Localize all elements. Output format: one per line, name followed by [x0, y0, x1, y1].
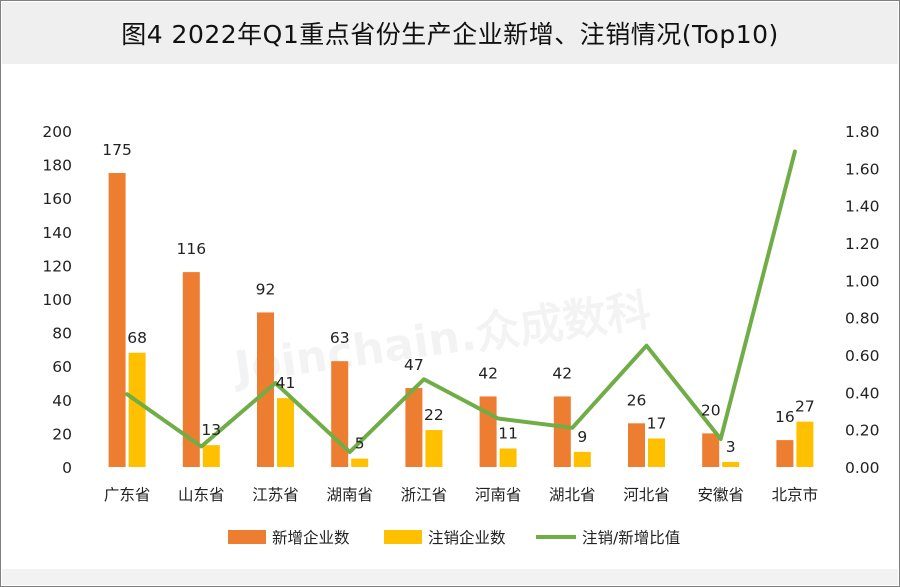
category-label: 浙江省 — [401, 486, 448, 504]
category-label: 山东省 — [178, 486, 225, 504]
right-axis-tick-label: 1.20 — [845, 235, 880, 253]
chart-title: 图4 2022年Q1重点省份生产企业新增、注销情况(Top10) — [121, 20, 779, 49]
right-axis-tick-label: 1.00 — [845, 272, 880, 290]
new-enterprises-bar — [331, 361, 349, 467]
right-axis-tick-label: 0.80 — [845, 310, 880, 328]
cancelled-enterprises-value-label: 13 — [201, 421, 221, 439]
cancelled-enterprises-bar — [499, 448, 517, 467]
right-axis-tick-label: 1.60 — [845, 160, 880, 178]
cancelled-enterprises-bar — [351, 458, 369, 467]
left-axis-tick-label: 20 — [52, 425, 72, 443]
new-enterprises-bar — [553, 396, 571, 467]
cancelled-enterprises-value-label: 17 — [647, 414, 667, 432]
right-axis-tick-label: 0.20 — [845, 422, 880, 440]
left-axis-tick-label: 140 — [42, 224, 72, 242]
new-enterprises-value-label: 63 — [330, 329, 350, 347]
new-enterprises-bar — [776, 440, 794, 467]
cancelled-enterprises-bar — [722, 461, 740, 467]
right-axis-ticks: 0.00 0.20 0.40 0.60 0.80 1.00 1.20 1.40 1.60 1.80 — [845, 123, 880, 477]
cancelled-enterprises-value-label: 41 — [276, 374, 296, 392]
new-enterprises-value-label: 92 — [256, 280, 276, 298]
category-label: 江苏省 — [252, 486, 299, 504]
cancelled-enterprises-value-label: 9 — [577, 428, 587, 446]
legend-label-new: 新增企业数 — [272, 529, 350, 547]
left-axis-tick-label: 120 — [42, 257, 72, 275]
category-labels: 广东省 山东省 江苏省 湖南省 浙江省 河南省 湖北省 河北省 安徽省 北京市 — [104, 486, 818, 504]
left-axis-tick-label: 180 — [42, 157, 72, 175]
category-label: 安徽省 — [697, 486, 744, 504]
new-enterprises-value-label: 20 — [701, 401, 721, 419]
new-enterprises-value-label: 47 — [404, 356, 424, 374]
cancelled-enterprises-value-label: 11 — [498, 425, 518, 443]
ratio-line-series — [125, 149, 797, 455]
legend-swatch-cancelled — [384, 530, 422, 544]
cancelled-enterprises-bar — [425, 430, 443, 467]
cancelled-enterprises-value-label: 22 — [424, 406, 444, 424]
left-axis-tick-label: 100 — [42, 291, 72, 309]
cancelled-enterprises-bar — [796, 421, 814, 467]
category-label: 北京市 — [772, 486, 819, 504]
left-axis-tick-label: 0 — [62, 459, 72, 477]
cancelled-enterprises-bar — [648, 438, 665, 467]
title-bar: 图4 2022年Q1重点省份生产企业新增、注销情况(Top10) — [2, 2, 898, 64]
left-axis-tick-label: 60 — [52, 358, 72, 376]
new-enterprises-bar — [108, 173, 126, 467]
right-axis-tick-label: 1.40 — [845, 198, 880, 216]
cancelled-enterprises-bar — [573, 451, 591, 467]
left-axis-tick-label: 80 — [52, 325, 72, 343]
legend-label-cancelled: 注销企业数 — [428, 529, 506, 547]
category-label: 湖南省 — [326, 486, 373, 504]
right-axis-tick-label: 1.80 — [845, 123, 880, 141]
new-enterprises-bar — [479, 396, 497, 467]
left-axis-tick-label: 200 — [42, 123, 72, 141]
cancelled-enterprises-value-label: 5 — [355, 435, 365, 453]
new-enterprises-value-label: 175 — [102, 141, 132, 159]
new-enterprises-bar — [405, 388, 423, 467]
left-axis-tick-label: 160 — [42, 190, 72, 208]
category-label: 广东省 — [104, 486, 151, 504]
category-label: 河北省 — [623, 486, 670, 504]
right-axis-tick-label: 0.00 — [845, 459, 880, 477]
cancelled-enterprises-value-label: 3 — [726, 438, 736, 456]
cancelled-enterprises-value-label: 68 — [127, 329, 147, 347]
right-axis-tick-label: 0.40 — [845, 384, 880, 402]
cancelled-enterprises-bar — [128, 352, 146, 467]
category-label: 湖北省 — [549, 486, 596, 504]
footer-strip — [2, 569, 898, 585]
new-enterprises-bar — [182, 272, 200, 467]
legend-swatch-new — [228, 530, 266, 544]
ratio-line — [125, 149, 797, 455]
new-enterprises-value-label: 42 — [552, 364, 572, 382]
new-enterprises-value-label: 116 — [177, 240, 207, 258]
new-enterprises-value-label: 16 — [775, 408, 795, 426]
category-label: 河南省 — [475, 486, 522, 504]
right-axis-tick-label: 0.60 — [845, 347, 880, 365]
new-enterprises-value-label: 42 — [478, 364, 498, 382]
legend: 新增企业数 注销企业数 注销/新增比值 — [228, 529, 680, 547]
new-enterprises-bar — [628, 423, 645, 467]
left-axis-tick-label: 40 — [52, 392, 72, 410]
cancelled-enterprises-value-label: 27 — [795, 398, 815, 416]
new-enterprises-value-label: 26 — [627, 391, 647, 409]
cancelled-enterprises-bar — [202, 445, 220, 467]
left-axis-ticks: 0 20 40 60 80 100 120 140 160 180 200 — [42, 123, 72, 477]
new-enterprises-bar — [702, 433, 720, 467]
cancelled-enterprises-bar — [277, 398, 294, 467]
legend-label-ratio: 注销/新增比值 — [582, 529, 680, 547]
